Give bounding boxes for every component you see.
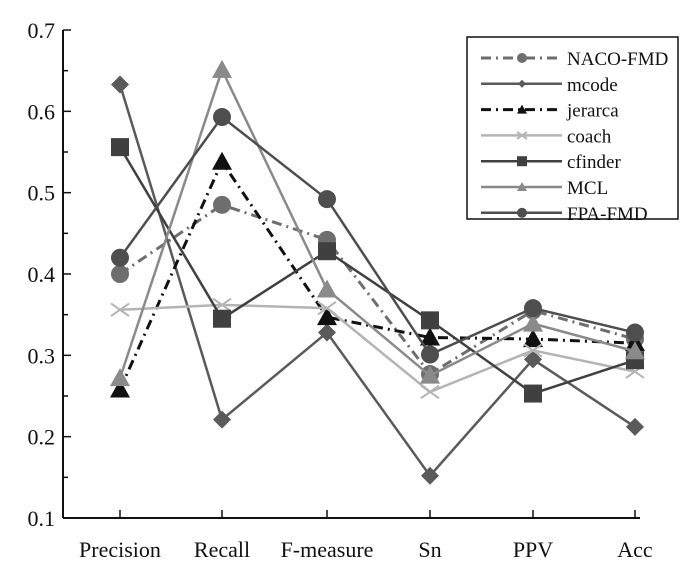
data-point	[111, 75, 129, 94]
data-point	[110, 379, 130, 398]
data-point	[317, 307, 337, 326]
y-tick-label: 0.1	[28, 506, 56, 531]
data-point	[111, 248, 129, 267]
data-point	[523, 329, 543, 348]
data-point	[421, 311, 439, 330]
data-point	[111, 265, 129, 283]
legend-item: MCL	[481, 178, 608, 199]
x-tick-label: PPV	[513, 537, 553, 562]
legend-label: cfinder	[567, 152, 621, 173]
data-point	[317, 279, 337, 298]
legend-item: cfinder	[481, 152, 621, 173]
data-point	[523, 343, 543, 358]
data-point	[212, 59, 232, 78]
data-point	[524, 350, 542, 369]
data-point	[421, 466, 439, 485]
data-point	[213, 410, 231, 429]
series-line	[118, 158, 636, 391]
data-point	[625, 341, 645, 360]
data-point	[523, 313, 543, 332]
series-mcl	[110, 59, 645, 387]
legend-label: mcode	[567, 75, 618, 96]
legend-label: FPA-FMD	[567, 204, 648, 225]
legend-item: NACO-FMD	[481, 49, 668, 70]
data-point	[111, 138, 129, 157]
y-tick-label: 0.6	[28, 99, 56, 124]
data-point	[420, 365, 440, 384]
data-point	[213, 309, 231, 328]
data-point	[318, 190, 336, 209]
legend-item: FPA-FMD	[481, 204, 648, 225]
y-tick-label: 0.2	[28, 425, 56, 450]
x-tick-label: Precision	[79, 537, 161, 562]
legend-marker	[516, 131, 528, 140]
legend-item: mcode	[481, 75, 618, 96]
x-tick-label: Acc	[617, 537, 653, 562]
legend-marker	[517, 53, 527, 63]
series-line	[119, 303, 636, 394]
data-point	[317, 301, 337, 316]
legend-label: NACO-FMD	[567, 49, 668, 70]
data-point	[318, 242, 336, 261]
data-point	[318, 323, 336, 342]
y-tick-label: 0.4	[28, 262, 56, 287]
axes: 0.1 0.2 0.3 0.4 0.5 0.6 0.7 Precision Recall F-me…	[28, 18, 653, 562]
series-line	[118, 66, 636, 379]
legend-label: coach	[567, 126, 612, 147]
legend-item: jerarca	[481, 101, 619, 122]
data-point	[626, 323, 644, 342]
x-tick-label: F-measure	[281, 537, 374, 562]
legend-marker	[517, 207, 527, 218]
legend-item: coach	[481, 126, 612, 147]
series-coach	[110, 297, 645, 400]
data-point	[213, 195, 231, 214]
legend-box	[466, 36, 679, 220]
data-point	[420, 327, 440, 346]
data-point	[213, 108, 231, 127]
series-line	[118, 84, 636, 478]
legend-label: jerarca	[566, 101, 619, 122]
series-mcode	[111, 75, 644, 485]
y-tick-label: 0.7	[28, 18, 56, 43]
series-jerarca	[110, 151, 645, 398]
series-layer	[110, 59, 645, 485]
legend-marker	[518, 79, 526, 88]
series-fpa-fmd	[111, 108, 644, 364]
data-point	[421, 345, 439, 364]
data-point	[110, 302, 130, 317]
legend: NACO-FMD mcode jerarca coach cfinder MCL FPA-F…	[466, 36, 679, 225]
x-tick-label: Recall	[194, 537, 250, 562]
series-line	[118, 115, 636, 357]
legend-marker	[517, 182, 527, 191]
legend-label: MCL	[567, 178, 608, 199]
x-tick-label: Sn	[418, 537, 441, 562]
legend-marker	[517, 156, 527, 167]
data-point	[212, 151, 232, 170]
data-point	[524, 384, 542, 403]
data-point	[524, 299, 542, 318]
data-point	[626, 417, 644, 436]
y-tick-label: 0.5	[28, 181, 56, 206]
data-point	[110, 368, 130, 387]
series-line	[118, 146, 636, 395]
legend-marker	[517, 104, 527, 114]
y-tick-label: 0.3	[28, 343, 56, 368]
series-naco-fmd	[111, 195, 644, 384]
data-point	[420, 384, 440, 400]
